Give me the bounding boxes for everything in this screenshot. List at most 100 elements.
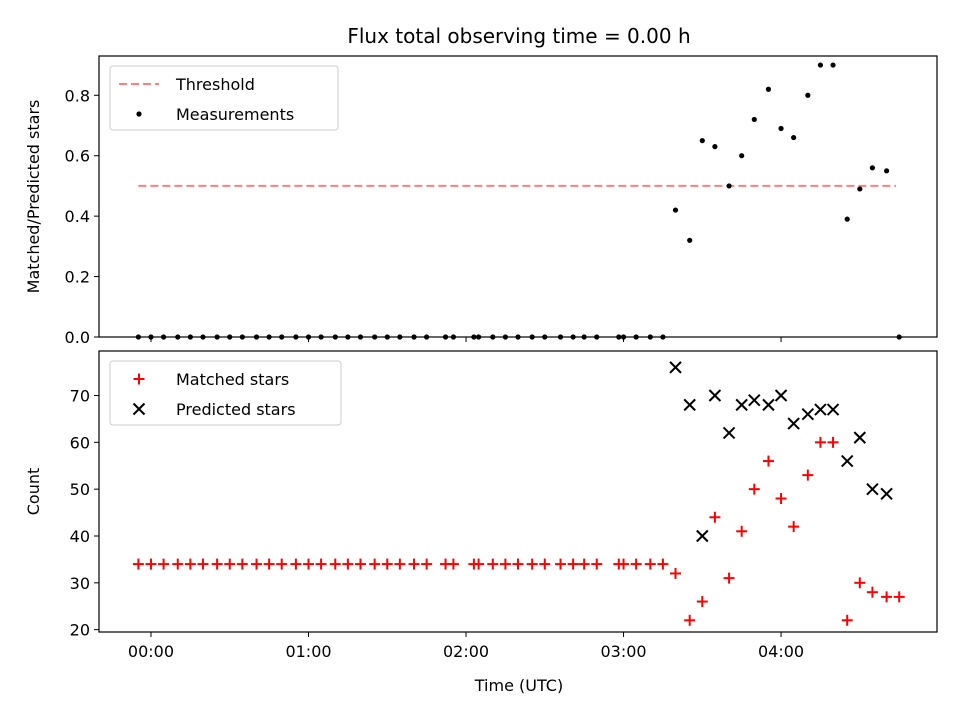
matched-star-point	[827, 436, 839, 448]
x-tick-label-1: 01:00	[285, 642, 331, 661]
predicted-star-point	[880, 487, 893, 501]
predicted-star-point	[748, 393, 761, 407]
matched-star-point	[276, 558, 288, 570]
matched-star-point	[709, 511, 721, 523]
measurement-point	[844, 216, 850, 222]
plot-frame-1	[98, 350, 938, 633]
y-axis-label-0: Matched/Predicted stars	[24, 100, 43, 294]
matched-star-point	[866, 586, 878, 598]
matched-star-point	[578, 558, 590, 570]
predicted-star-point-b	[787, 417, 800, 430]
chart-title: Flux total observing time = 0.00 h	[347, 24, 690, 48]
matched-star-point	[893, 591, 905, 603]
predicted-star-point-b	[735, 398, 748, 412]
matched-star-point	[329, 558, 341, 570]
predicted-star-point	[853, 431, 867, 444]
predicted-star-point	[722, 426, 736, 440]
matched-star-point	[315, 558, 327, 570]
legend-label-1-1: Predicted stars	[176, 400, 296, 419]
matched-star-point	[555, 558, 567, 570]
predicted-star-point	[708, 389, 722, 402]
y-tick-label-0-0: 0.0	[65, 328, 90, 347]
predicted-star-point	[774, 389, 788, 402]
legend-key-1-1	[132, 402, 146, 416]
predicted-star-point-b	[683, 398, 696, 412]
legend-key-1-0	[133, 373, 145, 385]
y-tick-label-1-3: 50	[70, 480, 90, 499]
predicted-star-point	[787, 417, 800, 430]
legend-1	[109, 360, 342, 426]
matched-star-point	[736, 525, 748, 537]
plot-frame-0	[98, 55, 938, 338]
y-tick-label-0-3: 0.6	[65, 147, 90, 166]
matched-star-point	[473, 558, 485, 570]
measurement-point	[739, 153, 745, 159]
matched-star-point	[158, 558, 170, 570]
matched-star-point	[802, 469, 814, 481]
matched-star-point	[841, 614, 853, 626]
x-tick-label-2: 02:00	[443, 642, 489, 661]
measurement-point	[699, 138, 705, 144]
predicted-star-point-b	[696, 529, 709, 543]
matched-star-point	[644, 558, 656, 570]
predicted-star-point	[841, 454, 854, 468]
measurement-point	[817, 62, 824, 68]
matched-star-point	[303, 558, 314, 570]
y-tick-label-0-1: 0.2	[65, 268, 90, 287]
y-tick-label-1-1: 30	[70, 574, 90, 593]
matched-star-point	[381, 558, 393, 570]
matched-star-point	[814, 436, 826, 448]
legend-key-0-1	[136, 111, 142, 117]
matched-star-point	[447, 558, 459, 570]
measurement-point	[830, 62, 836, 68]
measurement-point	[883, 168, 890, 174]
predicted-star-point	[866, 482, 879, 496]
predicted-star-point	[762, 398, 775, 412]
matched-star-point	[775, 493, 787, 505]
matched-star-point	[499, 558, 511, 570]
y-tick-label-1-4: 60	[70, 433, 90, 452]
measurement-point	[672, 207, 679, 213]
predicted-star-point-b	[669, 361, 682, 374]
predicted-star-point-b	[841, 454, 854, 468]
measurement-point	[778, 125, 784, 132]
predicted-star-point-b	[801, 408, 815, 421]
legend-label-1-0: Matched stars	[176, 370, 289, 389]
measurement-point	[805, 92, 811, 98]
matched-star-point	[670, 567, 682, 579]
matched-star-point	[211, 558, 223, 570]
matched-star-point	[408, 558, 420, 570]
y-tick-label-0-4: 0.8	[65, 86, 90, 105]
matched-star-point	[251, 558, 263, 570]
y-tick-label-1-2: 40	[70, 527, 90, 546]
predicted-star-point-b	[814, 403, 827, 416]
predicted-star-point-b	[866, 482, 879, 496]
measurement-point	[869, 165, 876, 171]
matched-star-point	[591, 558, 603, 570]
predicted-star-point-b	[708, 389, 722, 402]
y-tick-label-1-0: 20	[70, 621, 90, 640]
matched-star-point	[290, 558, 302, 570]
bottom-panel: 20 30 40 50 60 70 00:00 01:00 02:00 03:00 04:00 Cou…	[24, 350, 938, 661]
predicted-star-point-b	[880, 487, 893, 501]
measurement-point	[765, 86, 772, 92]
predicted-star-point	[814, 403, 827, 416]
matched-star-point	[657, 558, 669, 570]
matched-star-point	[881, 591, 893, 603]
predicted-star-point	[696, 529, 709, 543]
matched-star-point	[684, 614, 696, 626]
measurement-point	[857, 186, 863, 192]
predicted-star-point	[669, 361, 682, 374]
matched-star-point	[132, 558, 144, 570]
matched-star-point	[354, 558, 366, 570]
matched-star-point	[224, 558, 236, 570]
matched-star-point	[197, 558, 209, 570]
y-axis-label-1: Count	[24, 468, 43, 516]
x-axis-label: Time (UTC)	[474, 676, 563, 695]
predicted-star-point-b	[722, 426, 736, 440]
predicted-star-point-b	[748, 393, 761, 407]
matched-star-point	[788, 521, 800, 533]
x-tick-label-0: 00:00	[128, 642, 174, 661]
matched-star-point	[567, 558, 579, 570]
